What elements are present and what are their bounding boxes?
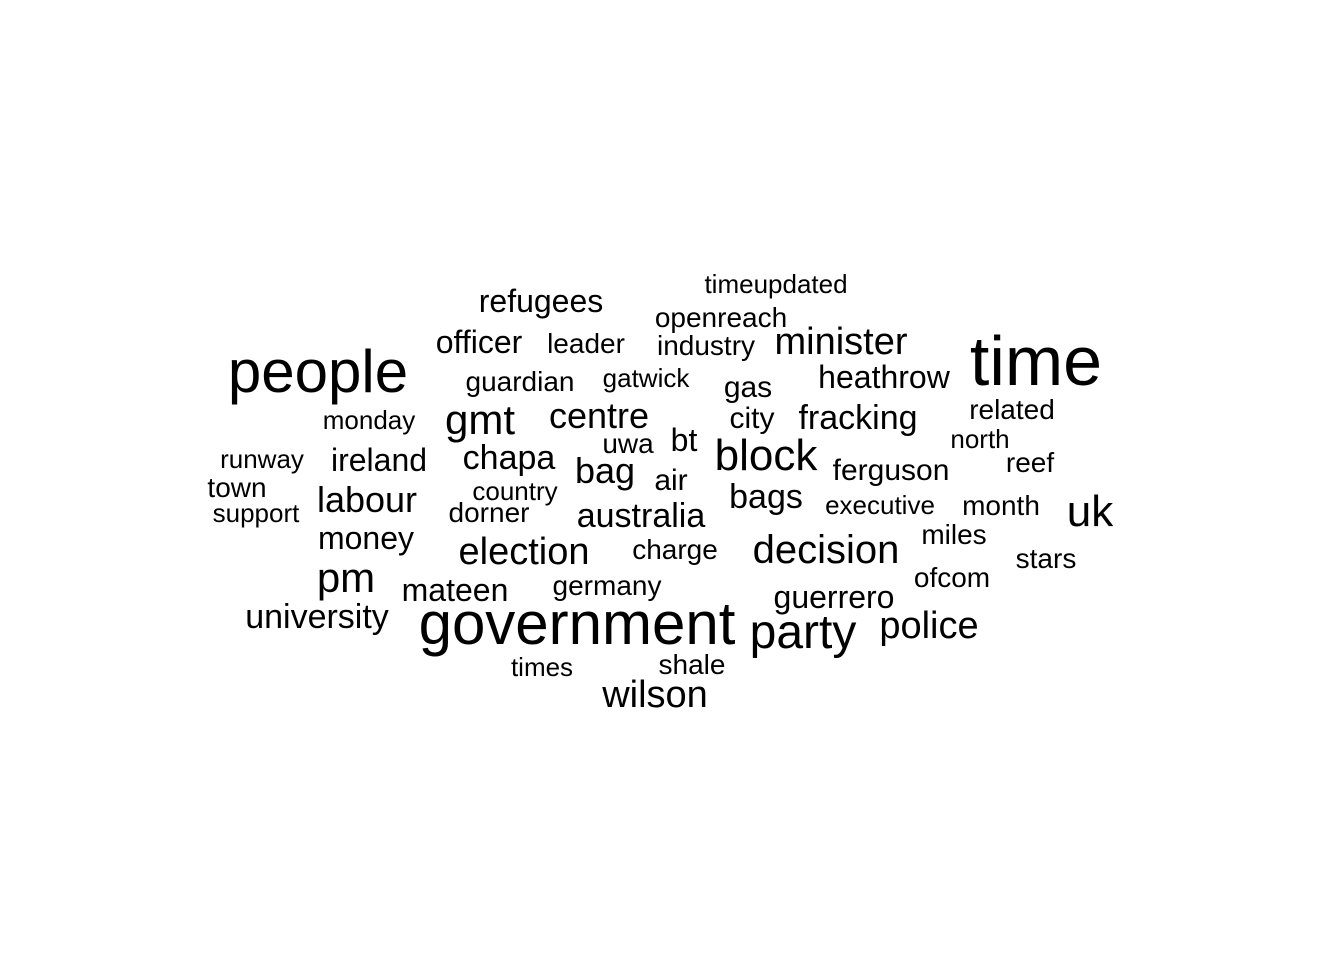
word-town: town <box>207 472 267 503</box>
word-australia: australia <box>576 497 706 535</box>
word-gmt: gmt <box>444 396 516 443</box>
word-industry: industry <box>656 330 756 361</box>
word-support: support <box>212 498 300 528</box>
word-executive: executive <box>825 490 935 520</box>
word-party: party <box>749 606 857 659</box>
word-north: north <box>950 424 1010 454</box>
word-wilson: wilson <box>602 674 708 716</box>
word-country: country <box>472 476 558 506</box>
word-reef: reef <box>1005 447 1055 478</box>
word-decision: decision <box>752 528 900 572</box>
word-monday: monday <box>322 405 416 435</box>
word-uwa: uwa <box>602 428 654 459</box>
word-bag: bag <box>574 450 636 491</box>
word-pm: pm <box>316 554 376 601</box>
word-gatwick: gatwick <box>602 363 690 393</box>
word-ireland: ireland <box>330 442 428 478</box>
word-chapa: chapa <box>462 439 556 477</box>
word-guerrero: guerrero <box>773 579 895 615</box>
word-month: month <box>962 490 1040 521</box>
word-ferguson: ferguson <box>832 454 950 487</box>
word-dorner: dorner <box>448 497 530 528</box>
word-bt: bt <box>670 422 698 458</box>
word-runway: runway <box>220 444 304 474</box>
word-centre: centre <box>548 395 650 436</box>
word-mateen: mateen <box>401 572 509 608</box>
word-minister: minister <box>774 321 908 363</box>
word-people: people <box>227 338 409 405</box>
word-officer: officer <box>435 324 523 360</box>
word-time: time <box>969 322 1103 400</box>
word-government: government <box>418 590 736 657</box>
word-police: police <box>879 605 979 647</box>
word-related: related <box>969 394 1055 425</box>
word-air: air <box>654 464 688 497</box>
word-election: election <box>458 531 590 573</box>
word-stars: stars <box>1015 543 1077 574</box>
word-labour: labour <box>316 479 418 520</box>
word-money: money <box>317 520 415 556</box>
word-charge: charge <box>632 534 718 565</box>
word-bags: bags <box>729 478 803 516</box>
word-openreach: openreach <box>654 302 788 333</box>
word-shale: shale <box>658 649 726 680</box>
word-university: university <box>245 598 389 636</box>
word-fracking: fracking <box>798 399 918 437</box>
word-times: times <box>510 652 574 682</box>
word-timeupdated: timeupdated <box>704 269 848 299</box>
word-uk: uk <box>1066 487 1114 536</box>
word-germany: germany <box>552 570 662 601</box>
word-ofcom: ofcom <box>913 562 991 593</box>
word-leader: leader <box>547 328 625 359</box>
word-heathrow: heathrow <box>818 359 950 395</box>
word-guardian: guardian <box>465 366 575 397</box>
word-refugees: refugees <box>478 283 604 319</box>
word-gas: gas <box>723 371 773 404</box>
word-city: city <box>729 402 775 435</box>
word-block: block <box>714 431 818 480</box>
word-miles: miles <box>921 519 987 550</box>
